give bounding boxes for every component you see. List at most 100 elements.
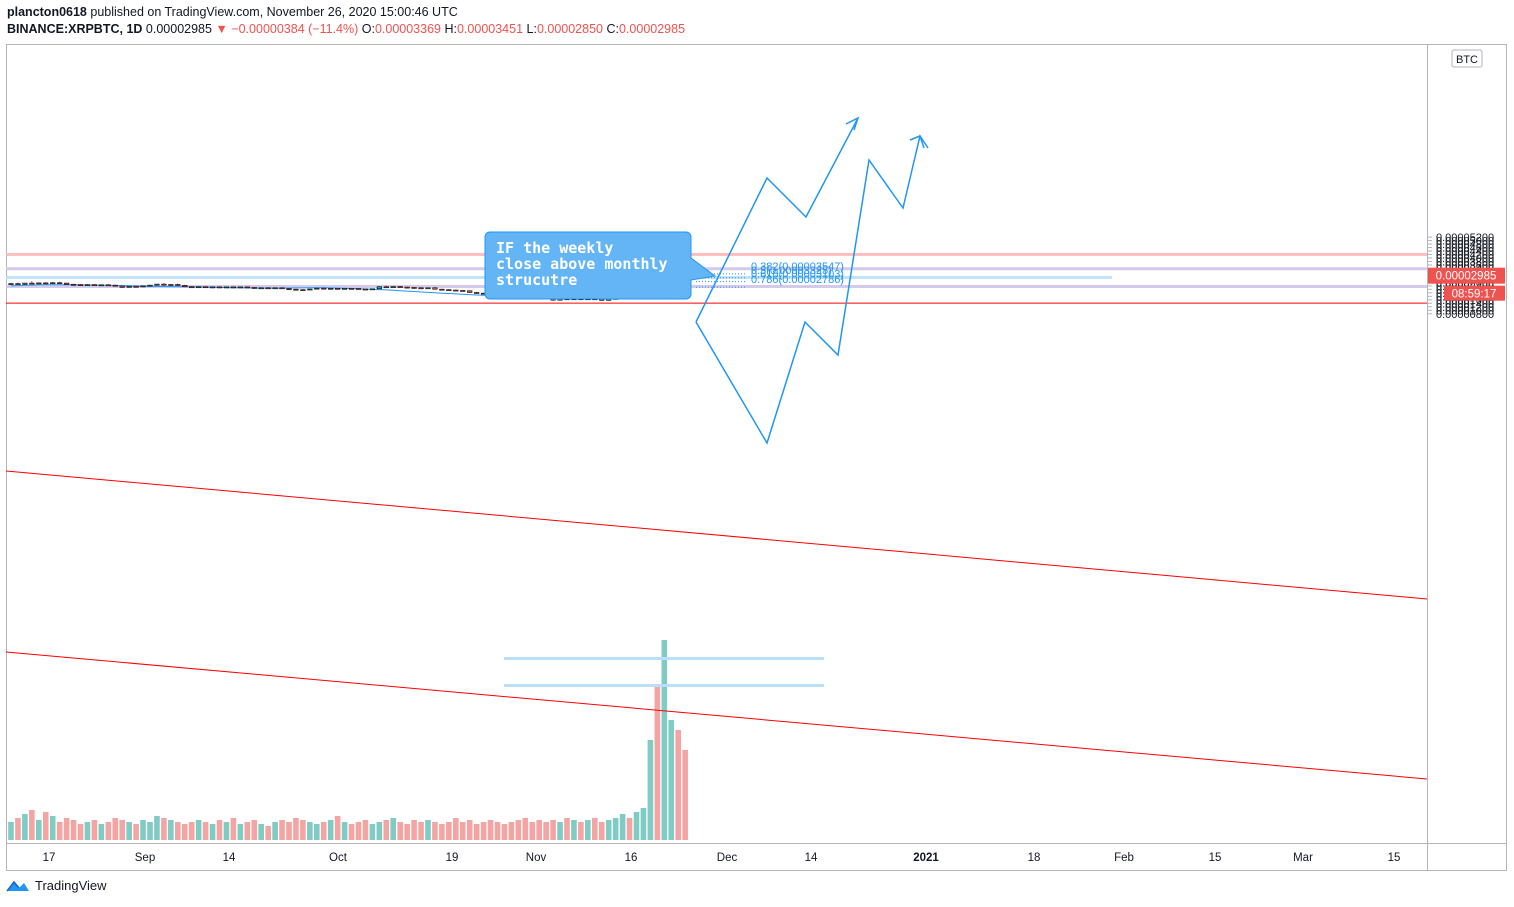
candle-body[interactable] (265, 287, 271, 290)
candle-body[interactable] (286, 288, 292, 290)
candle-body[interactable] (91, 284, 97, 286)
candle-body[interactable] (161, 283, 167, 286)
candle-body[interactable] (307, 288, 313, 291)
candle-body[interactable] (383, 286, 389, 289)
symbol-name[interactable]: BINANCE:XRPBTC, 1D (7, 22, 143, 36)
candle-body[interactable] (453, 289, 459, 292)
candle-body[interactable] (341, 288, 348, 290)
candle-body[interactable] (355, 288, 362, 290)
volume-bar (314, 824, 320, 840)
range-top-line[interactable] (504, 657, 824, 660)
time-label: Dec (717, 852, 738, 864)
candle-body[interactable] (460, 290, 466, 292)
candle-body[interactable] (439, 288, 445, 291)
candle-body[interactable] (216, 286, 223, 289)
candle-body[interactable] (119, 285, 125, 288)
tradingview-footer[interactable]: TradingView (6, 878, 107, 893)
upper-trendline[interactable] (5, 470, 1428, 600)
candle-body[interactable] (147, 284, 153, 287)
candle-body[interactable] (98, 284, 104, 287)
volume-bar (432, 822, 438, 840)
candle-body[interactable] (50, 282, 56, 285)
candle-body[interactable] (64, 282, 70, 285)
candle-body[interactable] (36, 282, 42, 285)
range-bottom-line[interactable] (504, 684, 824, 687)
candle-body[interactable] (272, 287, 278, 290)
zone-1[interactable] (6, 267, 1427, 271)
candle-body[interactable] (348, 288, 355, 290)
candle-body[interactable] (258, 287, 264, 290)
candle-body[interactable] (293, 288, 299, 291)
candle-body[interactable] (328, 288, 334, 290)
candle-body[interactable] (168, 284, 174, 286)
candle-body[interactable] (77, 284, 84, 286)
callout[interactable] (484, 231, 717, 300)
projection-path-lower[interactable] (695, 134, 929, 445)
fib-label: 0.618(0.00003103) (751, 269, 844, 281)
volume-bar (209, 824, 216, 840)
candle-body[interactable] (390, 286, 396, 288)
callout-bubble[interactable] (484, 231, 717, 300)
candle-body[interactable] (105, 284, 111, 287)
candle-body[interactable] (22, 282, 28, 285)
candle-body[interactable] (126, 285, 132, 288)
candle-body[interactable] (196, 286, 202, 289)
time-label: 16 (625, 852, 638, 864)
candle-body[interactable] (29, 282, 35, 285)
candle-body[interactable] (376, 286, 382, 290)
price-tick-label: 0.00005200 (1436, 232, 1494, 244)
candle-body[interactable] (182, 285, 188, 288)
candle-body[interactable] (418, 287, 424, 290)
candle-body[interactable] (314, 287, 320, 290)
candle-body[interactable] (251, 287, 257, 289)
candle-body[interactable] (133, 285, 139, 288)
candle-body[interactable] (244, 286, 250, 289)
candle-body[interactable] (175, 284, 181, 286)
volume-bar (147, 822, 153, 840)
candle-body[interactable] (404, 286, 410, 289)
candle-body[interactable] (43, 282, 49, 285)
candle-body[interactable] (467, 290, 473, 293)
volume-bar (300, 820, 306, 840)
candle-body[interactable] (362, 288, 369, 291)
author-name[interactable]: plancton0618 (7, 5, 87, 19)
candle-body[interactable] (411, 287, 417, 289)
candle-body[interactable] (397, 286, 403, 288)
zone-3[interactable] (6, 285, 1427, 289)
time-label: 14 (805, 852, 818, 864)
volume-bar (8, 822, 14, 840)
candle-body[interactable] (446, 289, 452, 292)
candle-body[interactable] (279, 287, 285, 290)
candle-body[interactable] (57, 282, 63, 285)
candle-body[interactable] (230, 286, 237, 289)
candle-body[interactable] (15, 283, 21, 285)
volume-bar (293, 818, 299, 840)
time-label: Sep (135, 852, 155, 864)
candle-body[interactable] (432, 287, 438, 290)
candle-body[interactable] (335, 288, 341, 290)
zone-0[interactable] (6, 252, 1427, 256)
high-value: 0.00003451 (456, 22, 524, 36)
candle-body[interactable] (223, 286, 230, 289)
candle-body[interactable] (237, 286, 243, 289)
candle-body[interactable] (70, 284, 77, 286)
projection-path-upper[interactable] (695, 117, 859, 323)
candle-body[interactable] (300, 289, 306, 292)
candle-body[interactable] (189, 286, 195, 289)
candle-body[interactable] (425, 287, 431, 290)
candle-body[interactable] (140, 285, 146, 288)
candle-body[interactable] (209, 286, 216, 289)
candle-body[interactable] (8, 283, 14, 285)
candle-body[interactable] (321, 287, 327, 290)
candle-body[interactable] (84, 284, 91, 286)
candle-body[interactable] (474, 292, 480, 294)
candle-body[interactable] (154, 283, 160, 286)
candle-body[interactable] (203, 286, 209, 289)
lower-trendline[interactable] (5, 651, 1428, 780)
candle-body[interactable] (112, 284, 118, 287)
candle-body[interactable] (369, 288, 376, 291)
zones (6, 252, 1427, 289)
volume-bar (515, 820, 522, 840)
currency-badge[interactable]: BTC (1451, 49, 1483, 68)
